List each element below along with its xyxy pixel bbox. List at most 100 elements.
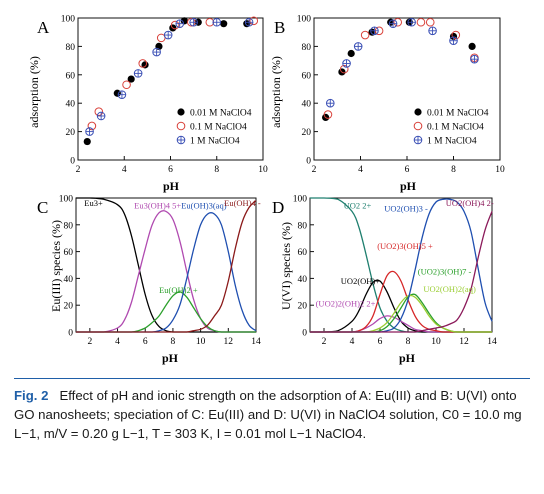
panel-c-plot-series-0-label: Eu3+ — [84, 198, 103, 208]
panel-a-plot-ytick-label: 80 — [66, 43, 76, 53]
panel-b-plot-series-1-point — [425, 17, 435, 27]
figure-caption-label: Fig. 2 — [14, 388, 49, 403]
panel-a-plot-ytick-label: 20 — [66, 128, 76, 138]
panel-d-plot-xtick-label: 4 — [350, 337, 355, 347]
panel-c-plot-ytick-label: 0 — [68, 329, 73, 339]
panel-b-plot-legend-2-label: 1 M NaClO4 — [427, 137, 477, 147]
panel-a-plot-series-0-point — [194, 18, 202, 26]
panel-a-plot-series-0-point — [220, 20, 228, 28]
panel-c-plot-series-2-label: Eu(OH)2 + — [159, 285, 198, 295]
panel-a-plot-xtick-label: 8 — [214, 165, 219, 175]
panel-b-plot-series-1-point — [360, 30, 370, 40]
panel-d-plot-series-0-label: UO2 2+ — [344, 201, 372, 211]
panel-d-plot-series-2-label: (UO2)2(OH)2 2+ — [316, 299, 376, 309]
panel-c-plot-ytick-label: 80 — [64, 221, 74, 231]
panel-d-plot-series-5-label: UO2(OH)2(aq) — [423, 284, 476, 294]
panel-a-plot-xtick-label: 2 — [76, 165, 81, 175]
panel-b-plot-series-2-point — [470, 54, 479, 64]
panel-c-plot-series-1-label: Eu3(OH)4 5+ — [134, 201, 181, 211]
panel-b-plot-ytick-label: 80 — [302, 43, 312, 53]
panel-b-plot-ytick-label: 0 — [306, 157, 311, 167]
panel-b-plot-series-1-point — [323, 110, 333, 119]
panel-b-xlabel: pH — [400, 179, 417, 193]
panel-a-plot-legend-2-label: 1 M NaClO4 — [190, 137, 240, 147]
caption-rule — [14, 378, 530, 379]
panel-b-plot-legend-1-label: 0.1 M NaClO4 — [427, 123, 484, 133]
panel-b-plot-legend-0-swatch-point — [414, 108, 422, 116]
panel-c-plot-series-4-label: Eu(OH)4 - — [224, 198, 261, 208]
panel-d-ylabel: U(VI) species (%) — [279, 222, 293, 310]
panel-b-plot-series-1-point — [393, 17, 403, 27]
panel-a-plot-series-2-point — [152, 47, 161, 57]
panel-a-letter: A — [37, 18, 50, 37]
panel-b-plot-series-2-point — [449, 36, 458, 46]
panel-a-plot-series-1-point — [170, 20, 180, 30]
panel-b-plot-ytick-label: 60 — [302, 71, 312, 81]
panel-b-plot-series-1-point — [339, 64, 349, 74]
panel-b-plot-series-0-point — [468, 42, 476, 51]
panel-d: D pH U(VI) species (%) 2 4 6 8 10 12 14 0 20 40 60… — [272, 195, 497, 366]
panel-a-ylabel: adsorption (%) — [27, 56, 41, 128]
panel-d-plot-series-1-label: UO2(OH)+ — [341, 276, 380, 286]
panel-c-letter: C — [37, 198, 48, 217]
panel-b-plot-series-2-point — [342, 59, 351, 68]
panel-c-plot-xtick-label: 2 — [87, 337, 92, 347]
panel-c-plot-ytick-label: 100 — [59, 195, 74, 205]
panel-b: B pH adsorption (%) 2 4 6 8 100204060801000.… — [269, 15, 505, 194]
panel-d-plot-frame — [309, 197, 493, 333]
panel-b-plot-legend-2-swatch-point — [413, 135, 423, 145]
panel-b-plot-series-2-point — [428, 26, 437, 36]
panel-b-plot-series-2-point — [353, 42, 363, 51]
panel-d-plot-series-3-label: (UO2)3(OH)5 + — [377, 241, 433, 251]
panel-c-xlabel: pH — [162, 351, 179, 365]
panel-d-plot-ytick-label: 20 — [298, 302, 308, 312]
panel-a-plot-ytick-label: 100 — [61, 15, 76, 25]
panel-a: A pH adsorption (%) 2 4 6 8 100204060801000.… — [27, 15, 268, 194]
panel-b-plot-series-2-point — [370, 26, 379, 36]
panel-a-plot-legend-1-label: 0.1 M NaClO4 — [190, 123, 247, 133]
panel-d-plot-xtick-label: 10 — [431, 337, 441, 347]
panel-a-plot-series-2-point — [175, 19, 185, 28]
panel-c-plot-xtick-label: 14 — [251, 337, 261, 347]
panel-b-ylabel: adsorption (%) — [269, 56, 283, 128]
panel-a-plot-series-1-point — [249, 16, 259, 26]
panel-a-plot-xtick-label: 10 — [258, 165, 268, 175]
panel-c-plot-series-3-line — [76, 212, 257, 333]
panel-c: C pH Eu(III) species (%) 2 4 6 8 10 12 14 0 20 40… — [37, 195, 261, 366]
panel-c-plot-xtick-label: 12 — [224, 337, 234, 347]
panel-b-letter: B — [274, 18, 285, 37]
panel-a-plot-series-1-point — [94, 107, 104, 117]
panel-c-plot-xtick-label: 8 — [171, 337, 176, 347]
panel-a-plot-series-1-point — [122, 80, 131, 90]
panel-b-plot-series-2-point — [407, 17, 416, 27]
panel-b-plot-xtick-label: 6 — [405, 165, 410, 175]
panel-c-plot-xtick-label: 6 — [143, 337, 148, 347]
panel-d-plot-xtick-label: 2 — [322, 337, 327, 347]
panel-d-plot-series-7-line — [310, 211, 493, 333]
panel-a-plot-series-2-point — [189, 17, 198, 27]
panel-a-plot-series-0-point — [180, 17, 188, 25]
panel-b-plot-ytick-label: 40 — [302, 100, 312, 110]
panel-a-plot-series-1-point — [87, 121, 97, 131]
panel-c-plot-frame — [75, 197, 257, 333]
panel-a-plot-series-2-point — [85, 127, 94, 136]
panel-d-plot-series-4-label: (UO2)3(OH)7 - — [418, 266, 472, 276]
panel-a-plot-series-0-point — [113, 89, 121, 97]
panel-d-plot-xtick-label: 14 — [487, 337, 497, 347]
panel-c-plot-series-2-line — [76, 291, 256, 333]
figure: A pH adsorption (%) 2 4 6 8 100204060801000.… — [27, 15, 505, 366]
figure-caption-text: Effect of pH and ionic strength on the a… — [14, 388, 522, 441]
panel-a-plot-series-2-point — [212, 17, 222, 27]
panel-d-plot-xtick-label: 8 — [406, 337, 411, 347]
panel-d-plot-xtick-label: 12 — [459, 337, 469, 347]
panel-b-plot-series-0-point — [347, 49, 355, 58]
panel-a-xlabel: pH — [163, 179, 180, 193]
panel-b-plot-xtick-label: 10 — [495, 165, 505, 175]
panel-c-plot-ytick-label: 60 — [64, 248, 74, 258]
panel-b-plot-xtick-label: 8 — [451, 165, 456, 175]
panel-a-plot-xtick-label: 6 — [168, 165, 173, 175]
panel-c-plot-xtick-label: 4 — [115, 337, 120, 347]
panel-d-plot-ytick-label: 0 — [302, 329, 307, 339]
panel-b-plot-xtick-label: 4 — [358, 165, 363, 175]
